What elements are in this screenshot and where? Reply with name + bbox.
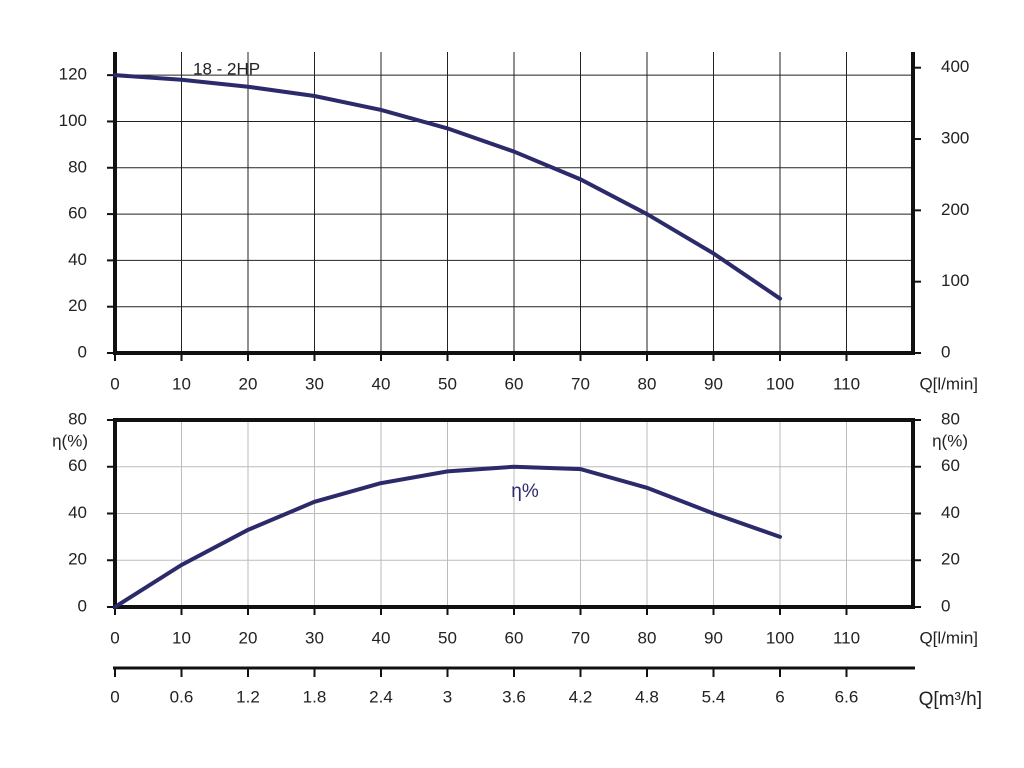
x-tick-label: 0 xyxy=(110,374,119,393)
x-tick-label: 100 xyxy=(766,628,794,647)
y-tick-label: 80 xyxy=(68,157,87,176)
x-tick-label: 90 xyxy=(704,374,723,393)
x-axis-label: Q[l/min] xyxy=(919,628,978,647)
line xyxy=(113,73,782,301)
y-tick-label: 60 xyxy=(68,204,87,223)
y-tick-label: 0 xyxy=(78,596,87,615)
y2-tick-label: 100 xyxy=(941,271,969,290)
x-tick-label: 10 xyxy=(172,374,191,393)
y-tick-label: 60 xyxy=(68,456,87,475)
x-tick-label: 100 xyxy=(766,374,794,393)
y-tick-label: 120 xyxy=(59,65,87,84)
x-tick-label: 50 xyxy=(438,374,457,393)
x-tick-label: 0 xyxy=(110,628,119,647)
x-tick-label: 30 xyxy=(305,628,324,647)
y-tick-label: 20 xyxy=(68,550,87,569)
y-tick-label: 80 xyxy=(68,409,87,428)
x2-tick-label: 2.4 xyxy=(369,687,393,706)
x-tick-label: 30 xyxy=(305,374,324,393)
y-axis-label: η(%) xyxy=(52,431,88,450)
x-axis-label: Q[l/min] xyxy=(919,374,978,393)
x2-tick-label: 0 xyxy=(110,687,119,706)
x2-tick-label: 4.2 xyxy=(569,687,593,706)
x-tick-label: 60 xyxy=(505,628,524,647)
y-tick-label: 40 xyxy=(68,503,87,522)
x2-tick-label: 3.6 xyxy=(502,687,526,706)
x-tick-label: 80 xyxy=(638,628,657,647)
x-tick-label: 40 xyxy=(372,374,391,393)
y2-axis-label: η(%) xyxy=(932,431,968,450)
y2-tick-label: 40 xyxy=(941,503,960,522)
x-tick-label: 90 xyxy=(704,628,723,647)
line xyxy=(113,464,782,609)
y-tick-label: 20 xyxy=(68,296,87,315)
x2-tick-label: 1.2 xyxy=(236,687,260,706)
curve-label: 18 - 2HP xyxy=(193,59,260,78)
x-tick-label: 10 xyxy=(172,628,191,647)
x2-tick-label: 1.8 xyxy=(303,687,327,706)
x2-tick-label: 6.6 xyxy=(835,687,859,706)
curve-label: η% xyxy=(511,481,539,502)
y-tick-label: 0 xyxy=(78,342,87,361)
y2-tick-label: 0 xyxy=(941,596,950,615)
y2-tick-label: 400 xyxy=(941,57,969,76)
y2-tick-label: 20 xyxy=(941,550,960,569)
x-tick-label: 40 xyxy=(372,628,391,647)
x-tick-label: 80 xyxy=(638,374,657,393)
y2-tick-label: 200 xyxy=(941,200,969,219)
x2-tick-label: 0.6 xyxy=(170,687,194,706)
y-tick-label: 40 xyxy=(68,250,87,269)
x2-tick-label: 6 xyxy=(775,687,784,706)
x-tick-label: 70 xyxy=(571,628,590,647)
y-tick-label: 100 xyxy=(59,111,87,130)
x-tick-label: 110 xyxy=(833,374,860,393)
y2-tick-label: 0 xyxy=(941,342,950,361)
x-tick-label: 50 xyxy=(438,628,457,647)
x-tick-label: 70 xyxy=(571,374,590,393)
x2-tick-label: 4.8 xyxy=(635,687,659,706)
x-tick-label: 60 xyxy=(505,374,524,393)
x-tick-label: 20 xyxy=(239,374,258,393)
x2-tick-label: 3 xyxy=(443,687,452,706)
x2-axis-label: Q[m³/h] xyxy=(919,689,982,710)
x-tick-label: 20 xyxy=(239,628,258,647)
x-tick-label: 110 xyxy=(833,628,860,647)
y2-tick-label: 300 xyxy=(941,129,969,148)
y2-tick-label: 80 xyxy=(941,409,960,428)
y2-tick-label: 60 xyxy=(941,456,960,475)
x2-tick-label: 5.4 xyxy=(702,687,726,706)
